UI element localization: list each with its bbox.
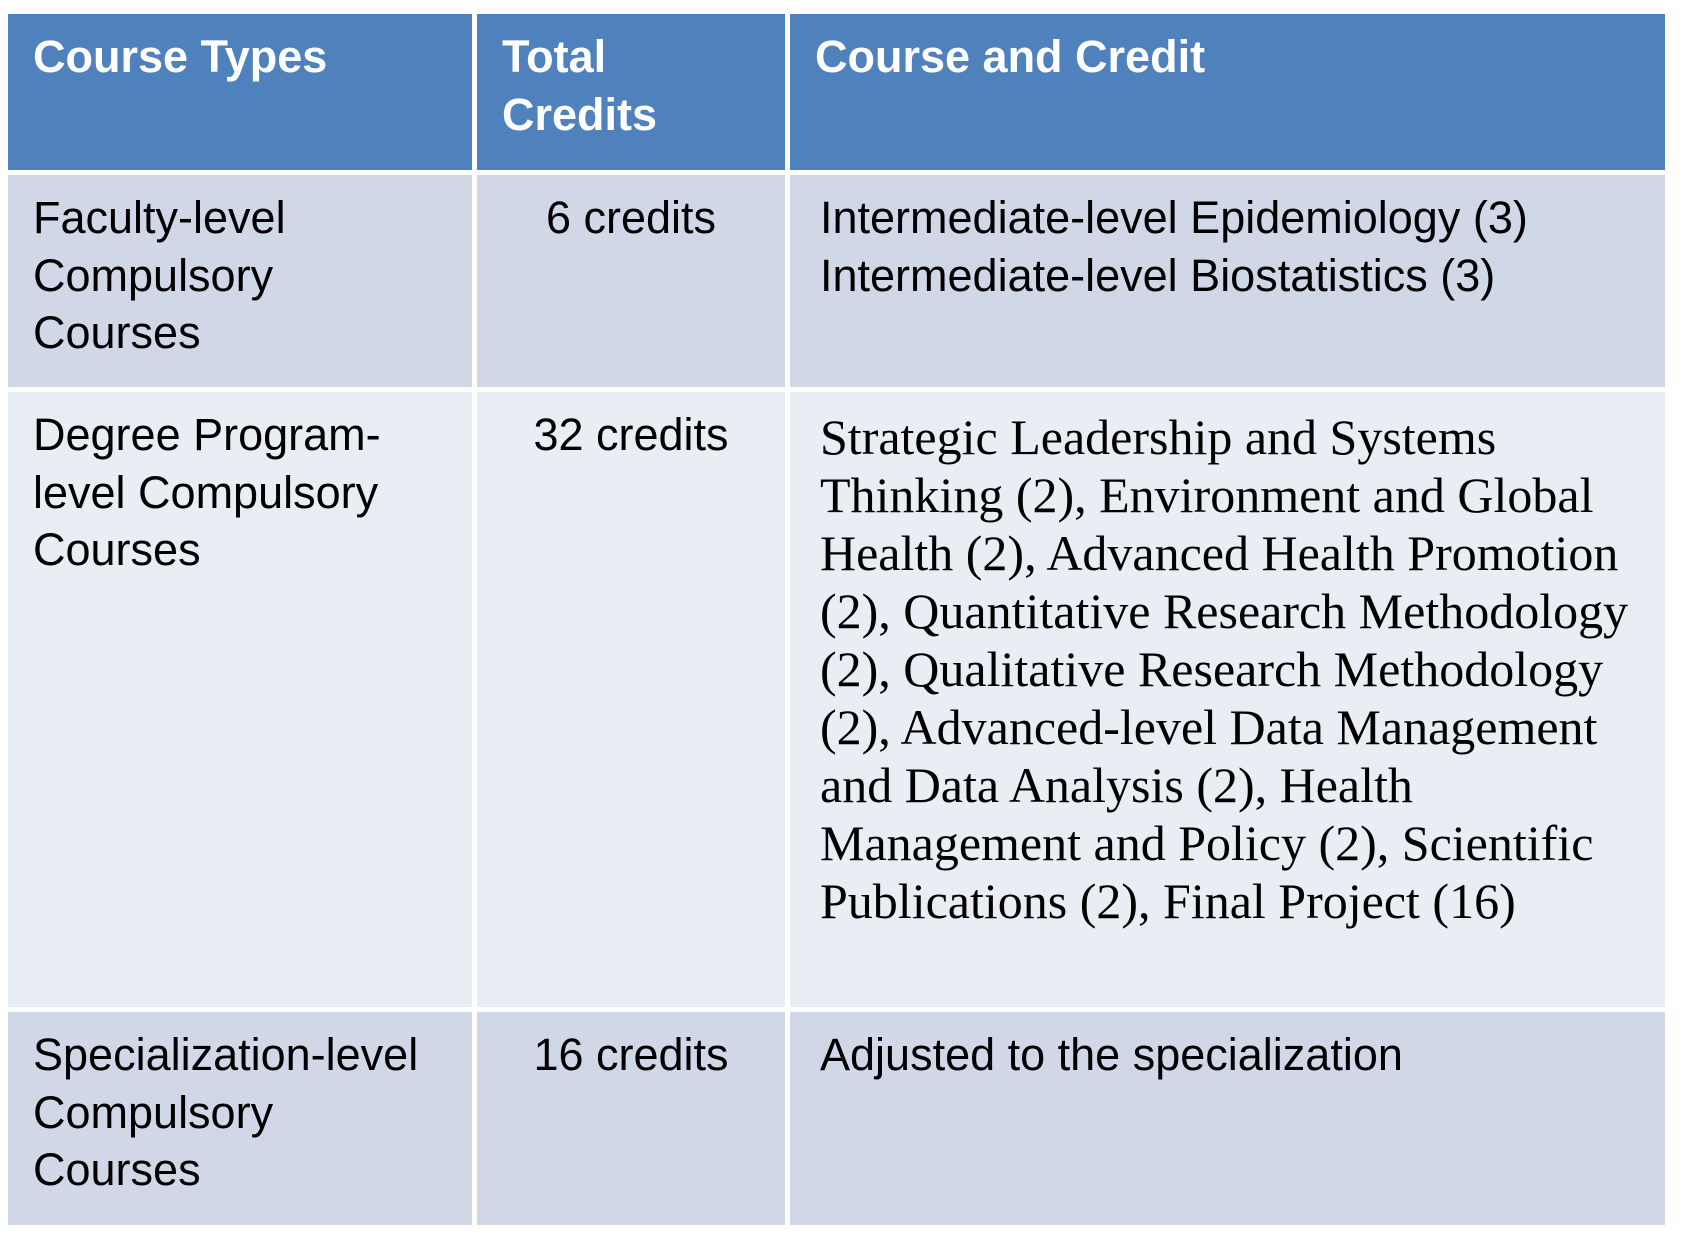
cell-specialization-course-and-credit: Adjusted to the specialization (790, 1012, 1665, 1225)
course-requirements-table: Course Types Total Credits Course and Cr… (3, 9, 1670, 1230)
cell-degree-total-credits: 32 credits (477, 392, 785, 1007)
table-row-specialization-level: Specialization-level Compulsory Courses … (8, 1012, 1665, 1225)
table-row-degree-program-level: Degree Program- level Compulsory Courses… (8, 392, 1665, 1007)
cell-degree-course-type: Degree Program- level Compulsory Courses (8, 392, 472, 1007)
table-row-faculty-level: Faculty-level Compulsory Courses 6 credi… (8, 175, 1665, 387)
header-course-types: Course Types (8, 14, 472, 170)
cell-degree-course-and-credit: Strategic Leadership and Systems Thinkin… (790, 392, 1665, 1007)
cell-faculty-course-and-credit: Intermediate-level Epidemiology (3) Inte… (790, 175, 1665, 387)
cell-faculty-total-credits: 6 credits (477, 175, 785, 387)
cell-faculty-course-type: Faculty-level Compulsory Courses (8, 175, 472, 387)
header-course-and-credit: Course and Credit (790, 14, 1665, 170)
header-row: Course Types Total Credits Course and Cr… (8, 14, 1665, 170)
header-total-credits: Total Credits (477, 14, 785, 170)
cell-specialization-course-type: Specialization-level Compulsory Courses (8, 1012, 472, 1225)
cell-specialization-total-credits: 16 credits (477, 1012, 785, 1225)
